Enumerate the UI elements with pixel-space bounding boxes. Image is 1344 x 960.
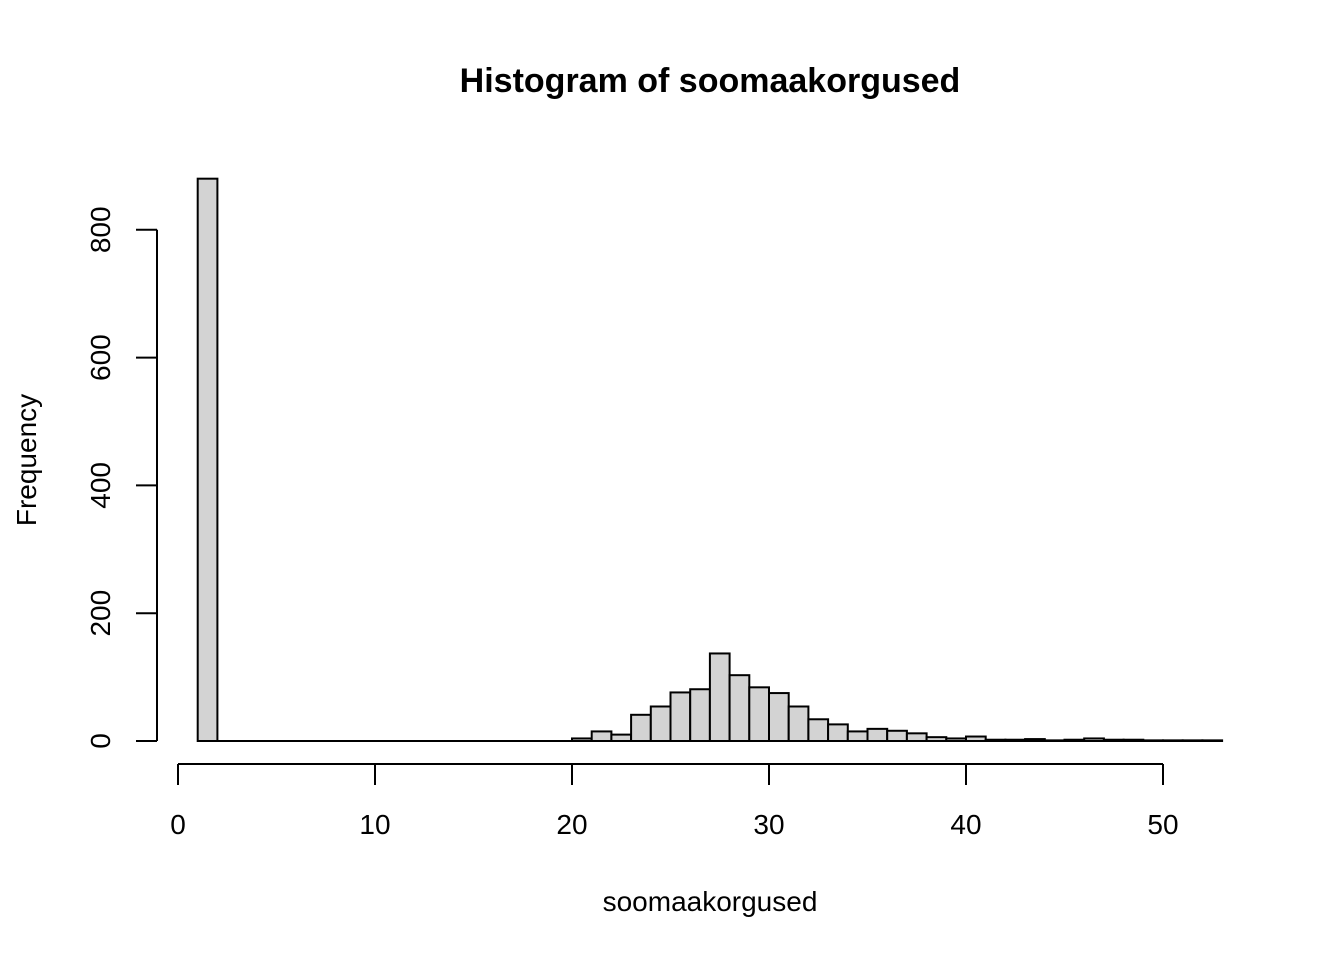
y-tick-label: 400 — [85, 462, 116, 509]
x-tick-label: 0 — [170, 809, 186, 840]
histogram-bar — [728, 674, 751, 742]
histogram-bar — [807, 718, 830, 742]
y-axis-label: Frequency — [11, 394, 42, 526]
histogram-bar — [827, 723, 849, 742]
x-axis: 0 10 20 30 40 50 — [170, 763, 1179, 840]
x-tick-label: 30 — [753, 809, 784, 840]
y-tick-label: 600 — [85, 334, 116, 381]
histogram-bar — [649, 705, 672, 743]
x-axis-label: soomaakorgused — [603, 886, 818, 917]
y-tick-label: 0 — [85, 733, 116, 749]
chart-title: Histogram of soomaakorgused — [460, 62, 961, 100]
histogram-bar — [886, 729, 908, 743]
histogram-bar — [669, 691, 692, 742]
histogram-bar — [787, 705, 810, 743]
y-tick-label: 800 — [85, 206, 116, 253]
y-axis: 0 200 400 600 800 — [85, 206, 158, 749]
x-tick-label: 50 — [1147, 809, 1178, 840]
histogram-bar — [590, 730, 613, 742]
x-tick-label: 10 — [359, 809, 390, 840]
bars-group — [196, 177, 1224, 743]
y-tick-label: 200 — [85, 590, 116, 637]
histogram-bar — [846, 730, 869, 742]
histogram-bar — [196, 177, 219, 742]
x-tick-label: 40 — [950, 809, 981, 840]
x-tick-label: 20 — [556, 809, 587, 840]
histogram-bar — [748, 686, 770, 742]
histogram-bar — [866, 727, 889, 743]
histogram-bar — [708, 652, 731, 742]
histogram-bar — [768, 692, 790, 743]
histogram-bar — [630, 713, 652, 743]
histogram-bar — [905, 732, 928, 742]
histogram-bar — [689, 688, 711, 743]
